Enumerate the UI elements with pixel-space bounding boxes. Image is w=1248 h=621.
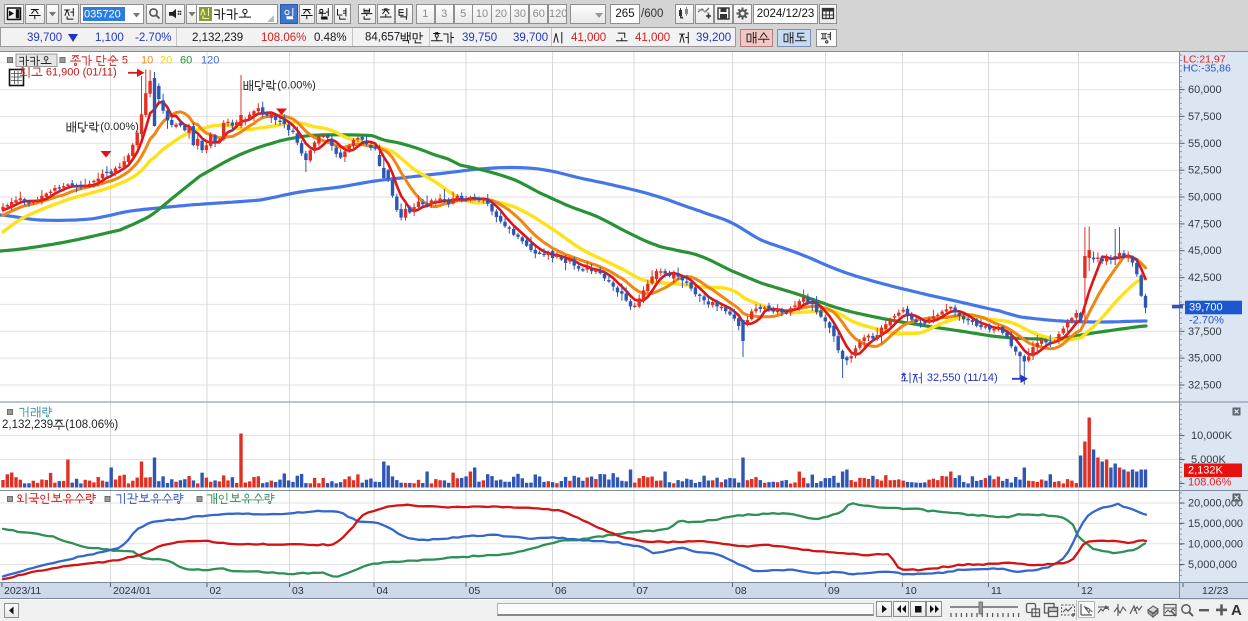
svg-text:06: 06 xyxy=(555,585,567,597)
svg-text:1,100: 1,100 xyxy=(95,32,124,44)
svg-text:39,750: 39,750 xyxy=(462,32,497,44)
svg-text:60,000: 60,000 xyxy=(1188,84,1222,96)
svg-text:03: 03 xyxy=(292,585,304,597)
svg-text:09: 09 xyxy=(828,585,840,597)
svg-text:LC:21,97: LC:21,97 xyxy=(1183,54,1226,66)
svg-text:41,000: 41,000 xyxy=(635,32,670,44)
svg-text:2,132K: 2,132K xyxy=(1188,465,1224,477)
svg-text:84,657: 84,657 xyxy=(365,32,400,44)
svg-text:02: 02 xyxy=(210,585,222,597)
svg-text:2,132,239: 2,132,239 xyxy=(192,32,243,44)
svg-text:52,500: 52,500 xyxy=(1188,165,1222,177)
svg-text:47,500: 47,500 xyxy=(1188,218,1222,230)
svg-text:035720: 035720 xyxy=(84,9,121,21)
svg-text:5,000,000: 5,000,000 xyxy=(1188,559,1237,571)
svg-text:41,000: 41,000 xyxy=(571,32,606,44)
svg-text:37,500: 37,500 xyxy=(1188,326,1222,338)
svg-text:(0.00%): (0.00%) xyxy=(100,121,139,133)
svg-text:39,200: 39,200 xyxy=(696,32,731,44)
svg-text:2024/01: 2024/01 xyxy=(113,585,151,597)
svg-text:20: 20 xyxy=(160,55,172,67)
svg-text:07: 07 xyxy=(637,585,649,597)
svg-text:08: 08 xyxy=(735,585,747,597)
svg-text:57,500: 57,500 xyxy=(1188,111,1222,123)
svg-text:05: 05 xyxy=(469,585,481,597)
svg-text:39,700: 39,700 xyxy=(1189,302,1223,314)
svg-text:(0.00%): (0.00%) xyxy=(277,80,316,92)
svg-text:108.06%: 108.06% xyxy=(261,32,306,44)
svg-text:35,000: 35,000 xyxy=(1188,353,1222,365)
svg-text:20,000,000: 20,000,000 xyxy=(1188,498,1243,510)
svg-text:39,700: 39,700 xyxy=(513,32,548,44)
svg-text:04: 04 xyxy=(377,585,389,597)
svg-text:-2.70%: -2.70% xyxy=(1189,315,1224,327)
svg-text:15,000,000: 15,000,000 xyxy=(1188,518,1243,530)
svg-text:32,500: 32,500 xyxy=(1188,380,1222,392)
svg-text:11: 11 xyxy=(991,585,1002,597)
svg-text:12: 12 xyxy=(1081,585,1093,597)
svg-text:10,000,000: 10,000,000 xyxy=(1188,538,1243,550)
svg-text:(01/11): (01/11) xyxy=(83,67,117,79)
svg-text:108.06%: 108.06% xyxy=(1188,477,1232,489)
svg-text:10: 10 xyxy=(905,585,917,597)
svg-text:32,550: 32,550 xyxy=(927,372,961,384)
svg-text:(11/14): (11/14) xyxy=(964,372,998,384)
svg-text:10: 10 xyxy=(141,55,153,67)
svg-text:(108.06%): (108.06%) xyxy=(65,419,118,431)
svg-text:5,000K: 5,000K xyxy=(1191,454,1227,466)
svg-text:0.48%: 0.48% xyxy=(314,32,347,44)
svg-text:39,700: 39,700 xyxy=(27,32,62,44)
svg-text:2023/11: 2023/11 xyxy=(4,585,41,597)
svg-text:45,000: 45,000 xyxy=(1188,245,1222,257)
svg-text:60: 60 xyxy=(180,55,192,67)
svg-text:-2.70%: -2.70% xyxy=(135,32,171,44)
svg-text:12/23: 12/23 xyxy=(1202,585,1228,597)
svg-text:10,000K: 10,000K xyxy=(1191,430,1233,442)
svg-text:2,132,239: 2,132,239 xyxy=(2,419,53,431)
svg-text:42,500: 42,500 xyxy=(1188,272,1222,284)
svg-text:HC:-35,86: HC:-35,86 xyxy=(1183,63,1231,75)
svg-text:120: 120 xyxy=(201,55,219,67)
svg-text:55,000: 55,000 xyxy=(1188,138,1222,150)
svg-text:61,900: 61,900 xyxy=(46,67,80,79)
svg-text:50,000: 50,000 xyxy=(1188,192,1222,204)
svg-text:5: 5 xyxy=(122,55,128,67)
